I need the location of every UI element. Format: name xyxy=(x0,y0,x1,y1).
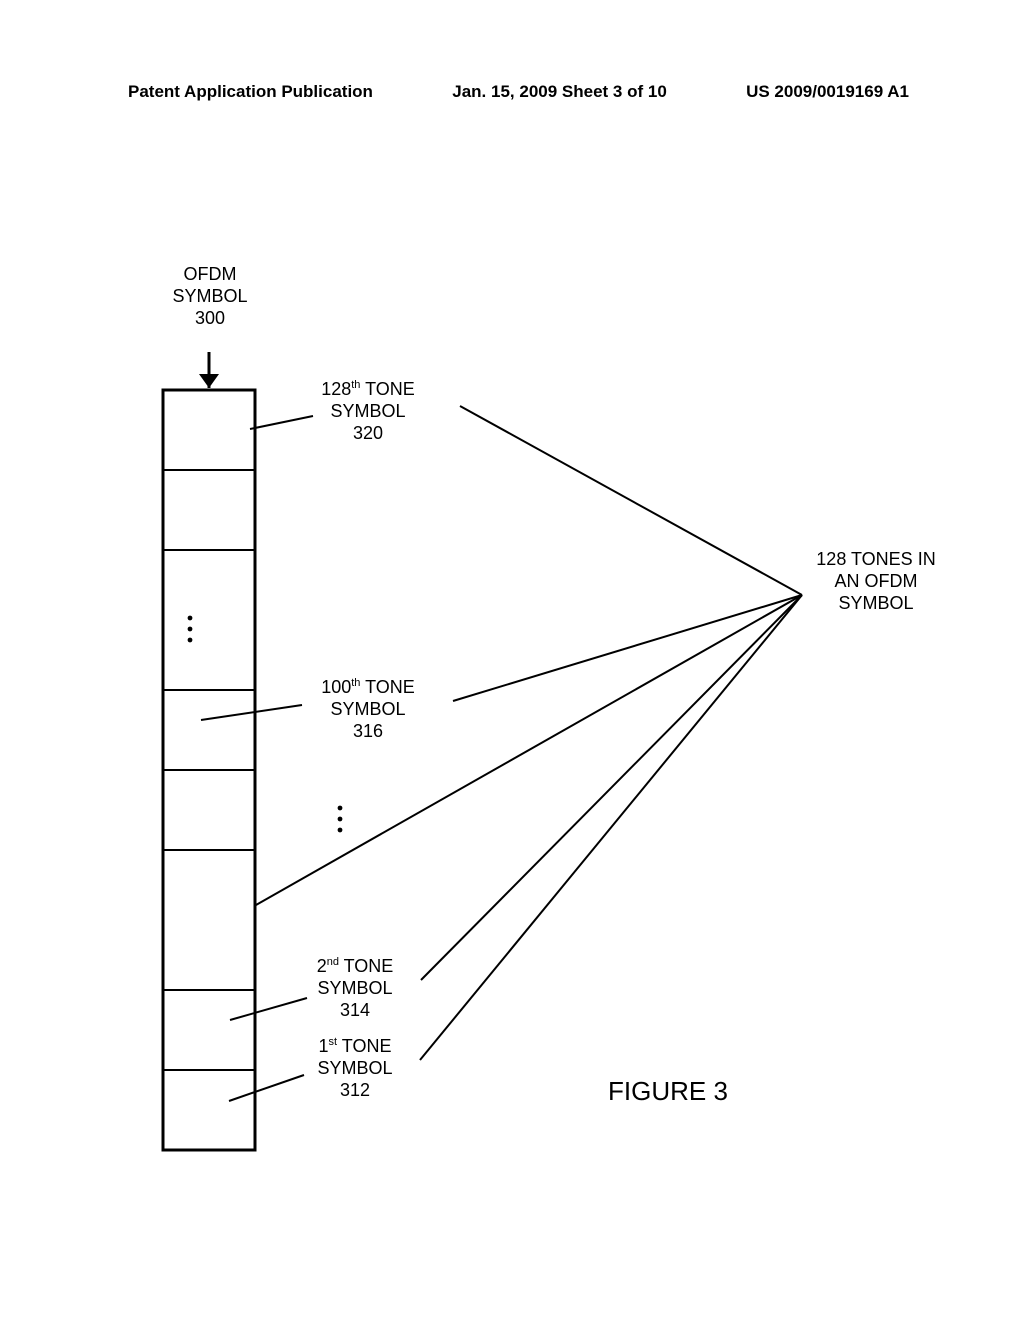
svg-text:SYMBOL: SYMBOL xyxy=(317,1058,392,1078)
svg-text:OFDM: OFDM xyxy=(184,264,237,284)
svg-text:SYMBOL: SYMBOL xyxy=(317,978,392,998)
svg-text:314: 314 xyxy=(340,1000,370,1020)
svg-text:2nd TONE: 2nd TONE xyxy=(317,956,394,976)
diagram-svg: OFDMSYMBOL300128th TONESYMBOL320100th TO… xyxy=(0,0,1024,1320)
figure-diagram: OFDMSYMBOL300128th TONESYMBOL320100th TO… xyxy=(0,0,1024,1320)
svg-text:FIGURE 3: FIGURE 3 xyxy=(608,1076,728,1106)
svg-text:SYMBOL: SYMBOL xyxy=(172,286,247,306)
svg-text:300: 300 xyxy=(195,308,225,328)
svg-text:316: 316 xyxy=(353,721,383,741)
svg-text:SYMBOL: SYMBOL xyxy=(838,593,913,613)
svg-text:AN OFDM: AN OFDM xyxy=(835,571,918,591)
svg-text:128th TONE: 128th TONE xyxy=(321,379,415,399)
svg-text:1st TONE: 1st TONE xyxy=(319,1036,392,1056)
svg-text:SYMBOL: SYMBOL xyxy=(330,401,405,421)
svg-text:100th TONE: 100th TONE xyxy=(321,677,415,697)
svg-text:312: 312 xyxy=(340,1080,370,1100)
svg-text:SYMBOL: SYMBOL xyxy=(330,699,405,719)
svg-text:320: 320 xyxy=(353,423,383,443)
svg-text:128 TONES IN: 128 TONES IN xyxy=(816,549,935,569)
